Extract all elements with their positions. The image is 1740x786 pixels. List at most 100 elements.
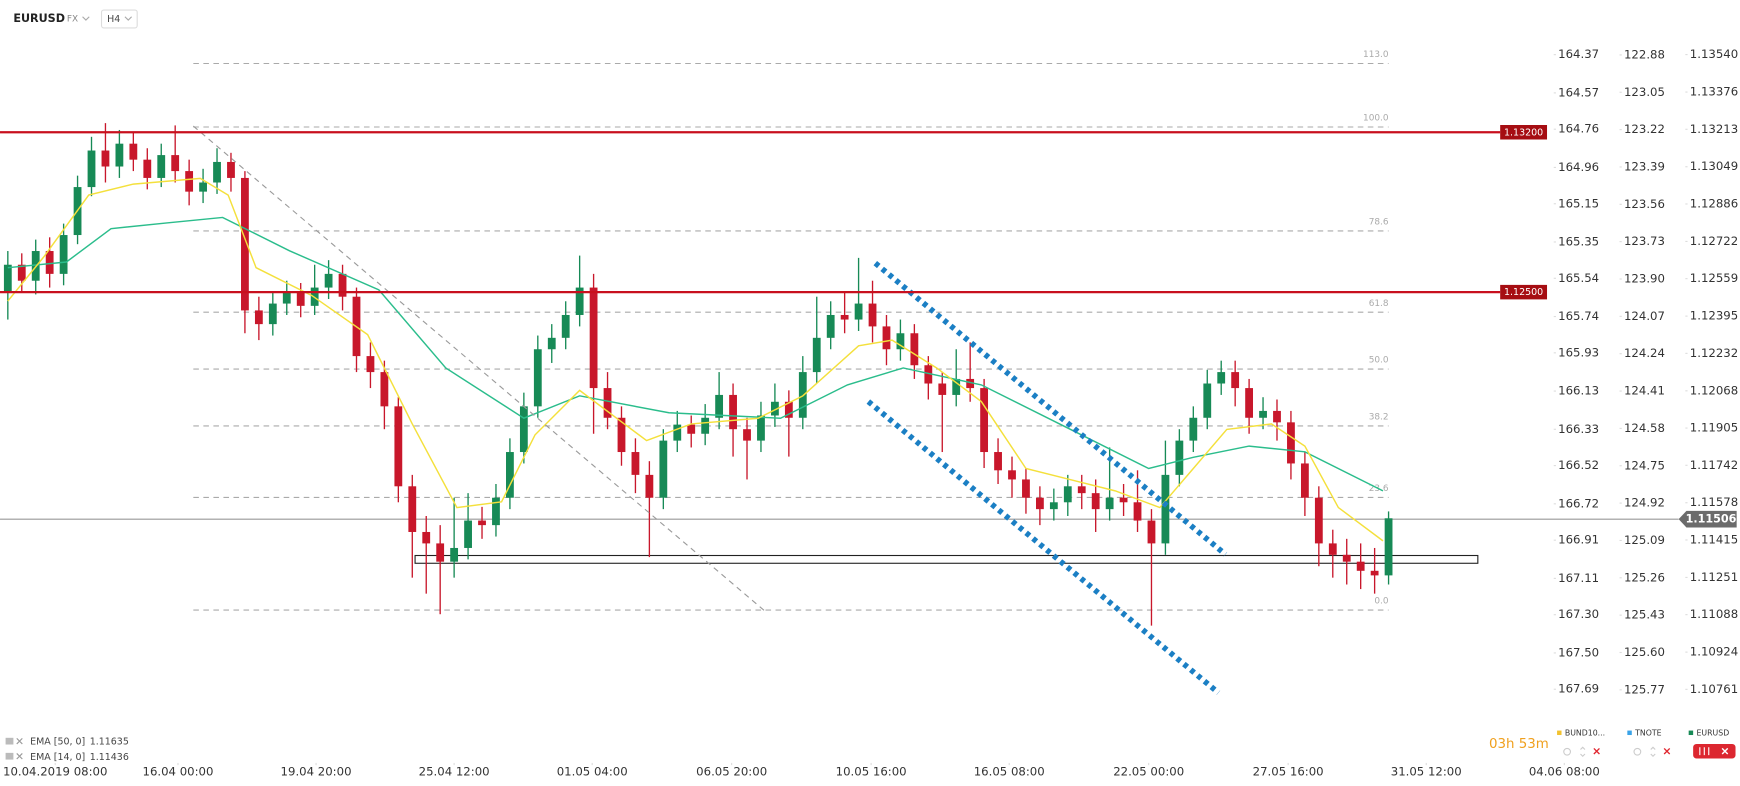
level-label: 1.12500 <box>1504 287 1543 298</box>
x-tick-label: 22.05 00:00 <box>1113 764 1184 778</box>
candle-body <box>826 314 835 338</box>
legend-swatch[interactable] <box>1688 730 1694 736</box>
indicator-legend: EMA [50, 0] 1.11635 <box>30 736 129 747</box>
x-tick-label: 01.05 04:00 <box>557 764 628 778</box>
legend-label[interactable]: BUND10... <box>1565 728 1605 737</box>
y-tick-label: 124.07 <box>1624 309 1665 323</box>
legend-settings[interactable] <box>1699 747 1710 756</box>
legend-visibility[interactable] <box>1563 747 1572 756</box>
candle-body <box>603 388 612 418</box>
candle-body <box>1035 497 1044 510</box>
indicator-remove[interactable] <box>16 753 23 760</box>
market[interactable]: FX <box>67 14 78 24</box>
candle-body <box>1273 410 1281 423</box>
y-tick-label: 166.13 <box>1558 384 1599 398</box>
legend-swatch[interactable] <box>1627 730 1632 736</box>
y-tick-label: 166.91 <box>1558 533 1599 547</box>
y-tick-label: 123.56 <box>1624 197 1665 211</box>
y-tick-label: 123.90 <box>1624 272 1665 286</box>
candle-body <box>812 337 821 373</box>
candle-body <box>868 303 877 327</box>
y-tick-label: 164.76 <box>1558 122 1599 136</box>
indicator-value: 1.11635 <box>90 736 129 747</box>
candle-body <box>1328 543 1337 555</box>
candle-body <box>561 314 570 338</box>
candle-body <box>436 543 445 562</box>
timeframe[interactable]: H4 <box>107 14 120 25</box>
legend-remove[interactable] <box>1663 747 1671 755</box>
legend-swatch[interactable] <box>1557 730 1562 736</box>
candle-body <box>1300 463 1309 498</box>
y-tick-label: 165.93 <box>1558 345 1599 359</box>
candle-body <box>840 314 849 320</box>
indicator-icon[interactable] <box>5 752 14 760</box>
candle-body <box>1287 422 1295 464</box>
last-price-box <box>1678 510 1737 528</box>
candle-body <box>17 264 26 281</box>
candle-body <box>910 333 919 366</box>
legend-label[interactable]: EURUSD <box>1696 728 1729 737</box>
legend-remove[interactable] <box>1593 747 1600 755</box>
candle-body <box>575 287 584 315</box>
x-tick-label: 27.05 16:00 <box>1253 764 1324 778</box>
y-tick-label: 164.57 <box>1558 85 1599 99</box>
x-tick-label: 06.05 20:00 <box>696 764 767 778</box>
legend-move[interactable] <box>1650 746 1656 758</box>
y-tick-label: 1.11415 <box>1690 532 1738 546</box>
symbol[interactable]: EURUSD <box>13 12 65 25</box>
x-tick-label: 19.04 20:00 <box>281 764 352 778</box>
candle-body <box>1119 497 1128 503</box>
candle-body <box>199 182 207 192</box>
candle-body <box>757 415 765 441</box>
y-tick-label: 1.12886 <box>1690 196 1738 210</box>
y-tick-label: 166.33 <box>1558 422 1599 436</box>
y-tick-label: 167.30 <box>1558 607 1599 621</box>
candle-body <box>617 417 626 453</box>
y-tick-label: 167.69 <box>1558 682 1599 696</box>
y-tick-label: 124.41 <box>1624 384 1665 398</box>
timeframe-box[interactable] <box>100 9 138 29</box>
trend-line <box>192 125 766 612</box>
candle-body <box>729 394 737 430</box>
legend-visibility[interactable] <box>1633 747 1642 756</box>
legend-remove[interactable] <box>1721 747 1729 755</box>
timeframe-chevron[interactable] <box>124 16 133 21</box>
y-tick-label: 125.09 <box>1624 533 1665 547</box>
indicator-remove[interactable] <box>16 737 23 745</box>
candle-body <box>506 452 514 498</box>
candle-body <box>1147 520 1156 544</box>
candle-body <box>924 365 933 384</box>
candle-body <box>1384 518 1393 576</box>
y-tick-label: 124.92 <box>1624 496 1665 510</box>
candle-body <box>464 520 472 548</box>
candle-body <box>185 171 194 192</box>
indicator-icon[interactable] <box>5 737 14 745</box>
candle-body <box>771 401 779 416</box>
candle-body <box>896 333 905 350</box>
candle-body <box>101 150 110 167</box>
last-price-label: 1.11506 <box>1686 513 1737 526</box>
candle-body <box>952 378 961 395</box>
legend-label[interactable]: TNOTE <box>1634 728 1661 737</box>
candle-body <box>338 273 347 297</box>
legend-move[interactable] <box>1580 746 1586 758</box>
level-label-box <box>1500 125 1548 140</box>
candle-body <box>227 161 235 178</box>
candle-body <box>980 388 989 453</box>
y-tick-label: 1.11251 <box>1690 570 1738 584</box>
y-tick-label: 1.12722 <box>1690 234 1738 248</box>
candle-body <box>659 440 668 498</box>
indicator-name: EMA [50, 0] <box>30 736 85 747</box>
candle-body <box>1203 383 1212 418</box>
y-tick-label: 123.22 <box>1624 122 1665 136</box>
x-tick-label: 16.04 00:00 <box>142 764 213 778</box>
market-chevron[interactable] <box>82 16 90 21</box>
y-tick-label: 125.26 <box>1624 570 1665 584</box>
y-tick-label: 123.73 <box>1624 234 1665 248</box>
y-tick-label: 125.60 <box>1624 645 1665 659</box>
candle-body <box>450 547 459 562</box>
y-tick-label: 1.13540 <box>1690 47 1738 61</box>
candle-body <box>324 273 333 288</box>
